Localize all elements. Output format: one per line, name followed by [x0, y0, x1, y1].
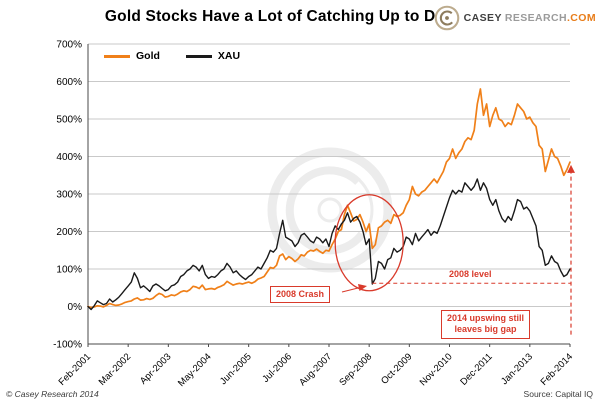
x-tick-label: Feb-2001	[57, 351, 94, 388]
x-tick-label: Apr-2003	[138, 351, 173, 386]
y-tick-label: 0%	[68, 302, 83, 313]
x-tick-label: Nov-2010	[418, 351, 455, 388]
y-tick-label: 200%	[56, 227, 82, 238]
y-tick-label: -100%	[53, 340, 82, 351]
y-tick-label: 600%	[56, 77, 82, 88]
level-annotation-label: 2008 level	[449, 269, 492, 279]
crash-ellipse	[334, 194, 404, 292]
gold-legend-label: Gold	[136, 50, 160, 62]
gold-legend-swatch	[104, 54, 130, 58]
x-tick-label: Jun-2005	[218, 351, 254, 387]
casey-watermark-icon	[267, 147, 393, 273]
gold-line	[87, 88, 571, 309]
legend-item-xau: XAU	[185, 50, 241, 62]
legend-item-gold: Gold	[104, 50, 160, 62]
xau-legend-label: XAU	[217, 50, 241, 62]
chart-legend: Gold XAU	[104, 50, 240, 62]
copyright-text: © Casey Research 2014	[6, 389, 99, 399]
chart-title: Gold Stocks Have a Lot of Catching Up to…	[104, 8, 446, 25]
x-tick-label: Dec-2011	[458, 351, 494, 387]
y-tick-label: 300%	[56, 190, 82, 201]
logo-text-research: RESEARCH	[504, 12, 567, 24]
gap-annotation-line1: 2014 upswing still	[447, 313, 525, 323]
x-tick-label: Feb-2014	[539, 351, 576, 388]
casey-research-logo: CASEY RESEARCH .COM	[434, 5, 596, 31]
gap-arrowhead-icon	[567, 164, 575, 173]
logo-text-casey: CASEY	[463, 12, 502, 24]
x-tick-label: Sep-2008	[337, 351, 374, 388]
x-tick-label: Jan-2013	[499, 351, 535, 387]
y-tick-label: 500%	[56, 115, 82, 126]
logo-text-com: .COM	[566, 12, 596, 24]
y-tick-label: 400%	[56, 152, 82, 163]
crash-pointer-arrowhead-icon	[358, 284, 367, 291]
xau-legend-swatch	[185, 54, 212, 58]
x-tick-label: Oct-2009	[379, 351, 414, 386]
y-tick-label: 700%	[56, 40, 82, 51]
y-tick-label: 100%	[56, 265, 82, 276]
x-tick-label: Mar-2002	[97, 351, 134, 388]
crash-pointer-line	[341, 286, 361, 293]
gap-annotation-line2: leaves big gap	[454, 324, 517, 335]
source-text: Source: Capital IQ	[523, 389, 593, 399]
x-tick-label: May-2004	[176, 351, 214, 389]
crash-annotation-label: 2008 Crash	[270, 286, 331, 304]
casey-research-emblem-icon	[434, 5, 459, 31]
chart-canvas: 700%600%500%400%300%200%100%0%-100%Feb-2…	[53, 40, 576, 389]
gap-annotation-label: 2014 upswing still leaves big gap	[441, 310, 531, 339]
x-tick-label: Jul-2006	[260, 351, 294, 385]
x-tick-label: Aug-2007	[297, 351, 334, 388]
xau-line	[87, 178, 571, 311]
